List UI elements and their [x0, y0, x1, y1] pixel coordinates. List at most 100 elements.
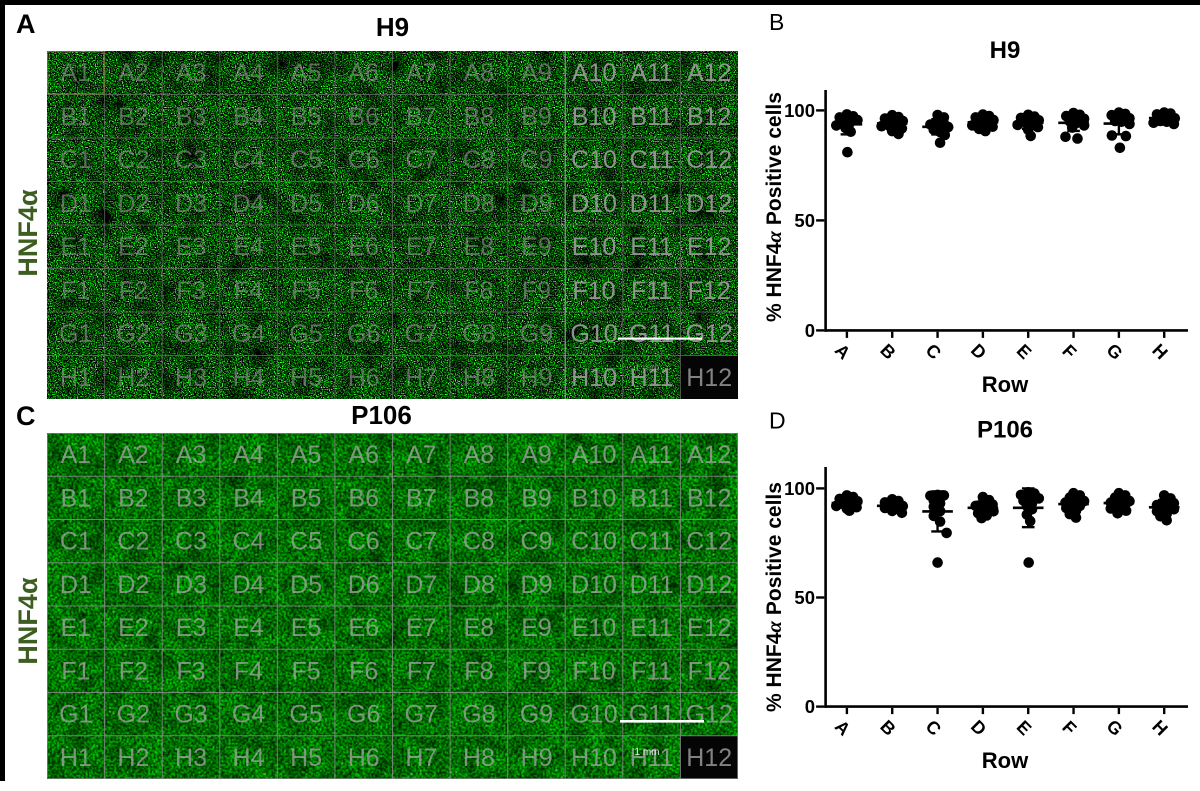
svg-text:D1: D1: [60, 571, 92, 599]
svg-text:E12: E12: [687, 233, 731, 261]
svg-text:B12: B12: [687, 103, 731, 131]
svg-text:B3: B3: [176, 103, 207, 131]
svg-text:B5: B5: [291, 484, 322, 512]
svg-text:G5: G5: [289, 701, 322, 729]
svg-text:C5: C5: [290, 146, 322, 174]
svg-text:% HNF4α Positive cells: % HNF4α Positive cells: [762, 92, 786, 322]
svg-text:H11: H11: [630, 364, 674, 392]
svg-text:F7: F7: [407, 277, 436, 305]
svg-text:H9: H9: [990, 37, 1021, 64]
svg-text:C4: C4: [233, 146, 265, 174]
svg-text:C7: C7: [405, 528, 437, 556]
svg-text:B3: B3: [176, 484, 207, 512]
svg-text:A5: A5: [291, 59, 322, 87]
svg-text:F5: F5: [292, 657, 321, 685]
svg-text:G7: G7: [405, 320, 438, 348]
svg-text:A2: A2: [118, 441, 149, 469]
svg-text:D3: D3: [175, 190, 207, 218]
svg-text:F8: F8: [464, 657, 493, 685]
svg-text:C5: C5: [290, 528, 322, 556]
svg-text:C2: C2: [117, 146, 149, 174]
svg-text:B12: B12: [687, 484, 731, 512]
svg-text:D: D: [967, 340, 990, 363]
svg-text:H2: H2: [117, 364, 149, 392]
svg-text:D5: D5: [290, 190, 322, 218]
svg-text:B4: B4: [233, 484, 264, 512]
svg-text:B: B: [876, 340, 899, 363]
svg-text:F9: F9: [522, 657, 551, 685]
svg-text:F1: F1: [61, 277, 90, 305]
svg-text:G3: G3: [174, 701, 207, 729]
svg-text:D8: D8: [463, 571, 495, 599]
svg-text:D: D: [769, 408, 786, 434]
svg-text:E1: E1: [61, 233, 92, 261]
svg-text:A10: A10: [572, 441, 616, 469]
svg-text:G9: G9: [520, 320, 553, 348]
svg-text:E11: E11: [630, 614, 673, 642]
svg-text:D1: D1: [60, 190, 92, 218]
svg-text:D6: D6: [348, 571, 380, 599]
svg-text:B2: B2: [118, 484, 149, 512]
svg-text:H12: H12: [686, 744, 732, 772]
svg-text:F3: F3: [176, 657, 205, 685]
svg-text:B5: B5: [291, 103, 322, 131]
svg-text:H9: H9: [521, 744, 553, 772]
svg-text:E9: E9: [521, 614, 552, 642]
svg-text:H9: H9: [521, 364, 553, 392]
svg-text:H1: H1: [60, 364, 92, 392]
svg-text:C8: C8: [463, 146, 495, 174]
svg-text:A12: A12: [687, 59, 731, 87]
svg-text:C1: C1: [60, 146, 92, 174]
svg-text:E10: E10: [572, 233, 616, 261]
svg-text:E: E: [1013, 340, 1036, 363]
svg-text:D2: D2: [117, 190, 149, 218]
svg-text:C3: C3: [175, 528, 207, 556]
svg-text:B: B: [769, 9, 784, 35]
svg-text:F10: F10: [572, 277, 615, 305]
svg-text:C10: C10: [571, 528, 617, 556]
svg-text:H3: H3: [175, 364, 207, 392]
svg-text:G3: G3: [174, 320, 207, 348]
svg-text:H6: H6: [348, 364, 380, 392]
svg-text:F4: F4: [234, 657, 263, 685]
svg-text:B2: B2: [118, 103, 149, 131]
svg-text:A8: A8: [464, 59, 495, 87]
svg-text:C8: C8: [463, 528, 495, 556]
svg-text:C12: C12: [686, 528, 732, 556]
svg-text:A: A: [831, 340, 854, 363]
svg-text:% HNF4α Positive cells: % HNF4α Positive cells: [762, 482, 786, 712]
svg-text:H8: H8: [463, 744, 495, 772]
svg-text:B11: B11: [630, 103, 673, 131]
svg-text:D11: D11: [630, 571, 674, 599]
svg-text:C11: C11: [630, 528, 674, 556]
svg-text:E: E: [1013, 717, 1036, 740]
svg-text:100: 100: [784, 100, 815, 121]
svg-text:50: 50: [794, 587, 815, 608]
svg-text:H4: H4: [233, 744, 265, 772]
svg-text:E10: E10: [572, 614, 616, 642]
svg-text:A11: A11: [630, 441, 673, 469]
svg-text:G11: G11: [629, 701, 674, 729]
svg-text:1 mm: 1 mm: [635, 363, 660, 374]
svg-text:C6: C6: [348, 146, 380, 174]
svg-text:D11: D11: [630, 190, 674, 218]
svg-text:A6: A6: [348, 441, 379, 469]
svg-text:B6: B6: [348, 484, 379, 512]
svg-text:G7: G7: [405, 701, 438, 729]
svg-text:C: C: [922, 340, 945, 363]
svg-text:F7: F7: [407, 657, 436, 685]
svg-text:F12: F12: [688, 277, 731, 305]
svg-text:A9: A9: [521, 441, 552, 469]
svg-text:C3: C3: [175, 146, 207, 174]
svg-text:D4: D4: [233, 190, 265, 218]
svg-text:F1: F1: [61, 657, 90, 685]
svg-text:H10: H10: [571, 364, 617, 392]
svg-text:F3: F3: [176, 277, 205, 305]
svg-text:G6: G6: [347, 320, 380, 348]
svg-text:D5: D5: [290, 571, 322, 599]
svg-text:H11: H11: [630, 744, 674, 772]
svg-text:D8: D8: [463, 190, 495, 218]
svg-text:C2: C2: [117, 528, 149, 556]
svg-text:G: G: [1103, 340, 1127, 364]
svg-text:E5: E5: [291, 614, 322, 642]
